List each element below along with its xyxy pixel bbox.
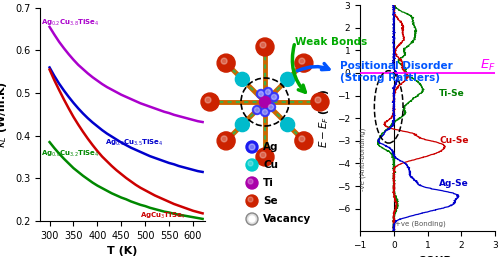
Text: +ve (Bonding): +ve (Bonding): [396, 221, 446, 227]
Circle shape: [260, 42, 266, 48]
Circle shape: [249, 216, 255, 222]
X-axis label: - pCOHP: - pCOHP: [404, 255, 452, 257]
Circle shape: [264, 87, 272, 96]
FancyArrowPatch shape: [292, 45, 306, 92]
Circle shape: [311, 93, 329, 111]
Circle shape: [272, 95, 276, 99]
Circle shape: [236, 118, 250, 132]
Circle shape: [249, 144, 255, 150]
Circle shape: [246, 177, 258, 189]
Text: Se: Se: [263, 196, 278, 206]
Circle shape: [205, 97, 211, 103]
X-axis label: T (K): T (K): [108, 246, 138, 256]
Circle shape: [299, 136, 305, 142]
Circle shape: [246, 195, 258, 207]
Circle shape: [260, 107, 270, 116]
Circle shape: [256, 148, 274, 166]
Circle shape: [221, 136, 227, 142]
Circle shape: [299, 58, 305, 64]
Circle shape: [256, 38, 274, 56]
Text: Ag$_{0.5}$Cu$_{3.5}$TiSe$_4$: Ag$_{0.5}$Cu$_{3.5}$TiSe$_4$: [104, 138, 163, 148]
Circle shape: [315, 97, 321, 103]
Y-axis label: $E - E_F$ (eV): $E - E_F$ (eV): [318, 88, 332, 148]
Circle shape: [270, 93, 278, 102]
Text: Cu: Cu: [263, 160, 278, 170]
Text: -ve (Anti-bonding): -ve (Anti-bonding): [360, 127, 366, 191]
Circle shape: [260, 96, 270, 107]
Circle shape: [266, 103, 276, 112]
Text: Ag-Se: Ag-Se: [440, 179, 469, 188]
Circle shape: [295, 132, 313, 150]
Text: Ag: Ag: [263, 142, 278, 152]
Circle shape: [256, 89, 266, 98]
Text: Vacancy: Vacancy: [263, 214, 311, 224]
Circle shape: [295, 54, 313, 72]
Circle shape: [280, 72, 294, 86]
Text: Positional Disorder
(Strong Rattlers): Positional Disorder (Strong Rattlers): [340, 61, 453, 83]
Circle shape: [254, 107, 260, 113]
Text: Ti-Se: Ti-Se: [440, 89, 465, 98]
Circle shape: [201, 93, 219, 111]
Circle shape: [236, 72, 250, 86]
Circle shape: [248, 179, 253, 184]
Circle shape: [248, 161, 253, 166]
Text: Weak Bonds: Weak Bonds: [295, 37, 367, 47]
Text: Ti: Ti: [263, 178, 274, 188]
Text: AgCu$_3$TiSe$_4$: AgCu$_3$TiSe$_4$: [140, 210, 186, 221]
Circle shape: [252, 106, 262, 115]
Circle shape: [258, 91, 264, 96]
Text: Cu-Se: Cu-Se: [440, 136, 469, 145]
Circle shape: [266, 89, 270, 95]
Circle shape: [221, 58, 227, 64]
Circle shape: [246, 141, 258, 153]
Circle shape: [280, 118, 294, 132]
Circle shape: [217, 132, 235, 150]
Circle shape: [260, 152, 266, 158]
Circle shape: [217, 54, 235, 72]
Circle shape: [246, 213, 258, 225]
Y-axis label: $\kappa_L$ (W/m.K): $\kappa_L$ (W/m.K): [0, 81, 10, 148]
Circle shape: [246, 159, 258, 171]
FancyArrowPatch shape: [298, 63, 329, 71]
Text: Ag$_{0.8}$Cu$_{3.2}$TiSe$_4$: Ag$_{0.8}$Cu$_{3.2}$TiSe$_4$: [42, 149, 100, 159]
Circle shape: [262, 109, 268, 115]
Circle shape: [268, 105, 274, 109]
Text: Ag$_{0.2}$Cu$_{3.8}$TiSe$_4$: Ag$_{0.2}$Cu$_{3.8}$TiSe$_4$: [42, 17, 100, 27]
Circle shape: [248, 197, 253, 202]
Text: $E_F$: $E_F$: [480, 58, 496, 73]
